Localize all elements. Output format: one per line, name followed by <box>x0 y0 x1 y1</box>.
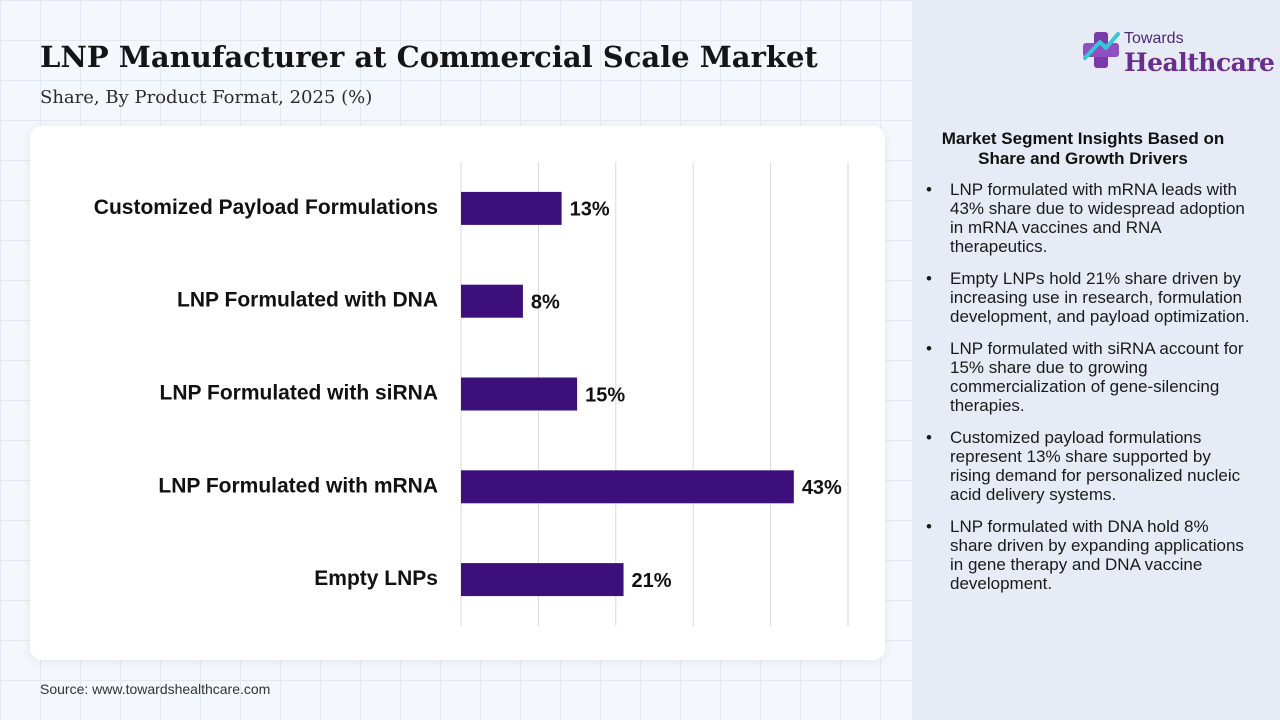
brand-logo: Towards Healthcare <box>1080 28 1275 78</box>
insights-title: Market Segment Insights Based on Share a… <box>941 129 1225 168</box>
data-label: 21% <box>632 570 672 592</box>
bar <box>461 377 578 411</box>
data-label: 43% <box>802 477 842 499</box>
category-label: Customized Payload Formulations <box>94 196 438 219</box>
chart-card: Customized Payload Formulations 13% LNP Fo… <box>30 126 885 660</box>
cross-logo-icon <box>1083 32 1120 68</box>
bar <box>461 191 562 225</box>
data-label: 8% <box>531 291 560 313</box>
data-label: 13% <box>570 199 610 221</box>
bar <box>461 284 523 318</box>
source-note: Source: www.towardshealthcare.com <box>40 681 271 697</box>
category-label: LNP Formulated with DNA <box>177 289 438 312</box>
insight-item: LNP formulated with siRNA account for 15… <box>924 339 1254 415</box>
bar <box>461 563 624 597</box>
insight-item: LNP formulated with mRNA leads with 43% … <box>924 180 1254 256</box>
insight-item: LNP formulated with DNA hold 8% share dr… <box>924 517 1254 593</box>
insights-list: LNP formulated with mRNA leads with 43% … <box>924 180 1254 606</box>
insight-item: Empty LNPs hold 21% share driven by incr… <box>924 269 1254 326</box>
category-label: Empty LNPs <box>314 567 438 590</box>
logo-text-top: Towards <box>1124 30 1184 47</box>
logo-text-main: Healthcare <box>1124 48 1275 77</box>
data-label: 15% <box>585 384 625 406</box>
page-title: LNP Manufacturer at Commercial Scale Mar… <box>40 40 818 74</box>
category-label: LNP Formulated with mRNA <box>158 474 438 497</box>
insight-item: Customized payload formulations represen… <box>924 428 1254 504</box>
bar-chart: Customized Payload Formulations 13% LNP Fo… <box>94 162 849 626</box>
category-label: LNP Formulated with siRNA <box>160 382 438 405</box>
bar <box>461 470 794 504</box>
page-subtitle: Share, By Product Format, 2025 (%) <box>40 87 373 108</box>
